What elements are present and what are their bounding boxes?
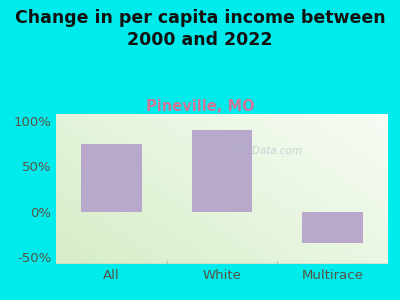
Text: Change in per capita income between
2000 and 2022: Change in per capita income between 2000… [15, 9, 385, 49]
Bar [81, 144, 142, 212]
Bar [302, 212, 363, 243]
Text: City-Data.com: City-Data.com [228, 146, 302, 157]
Text: Pineville, MO: Pineville, MO [146, 99, 254, 114]
Bar [192, 130, 252, 211]
